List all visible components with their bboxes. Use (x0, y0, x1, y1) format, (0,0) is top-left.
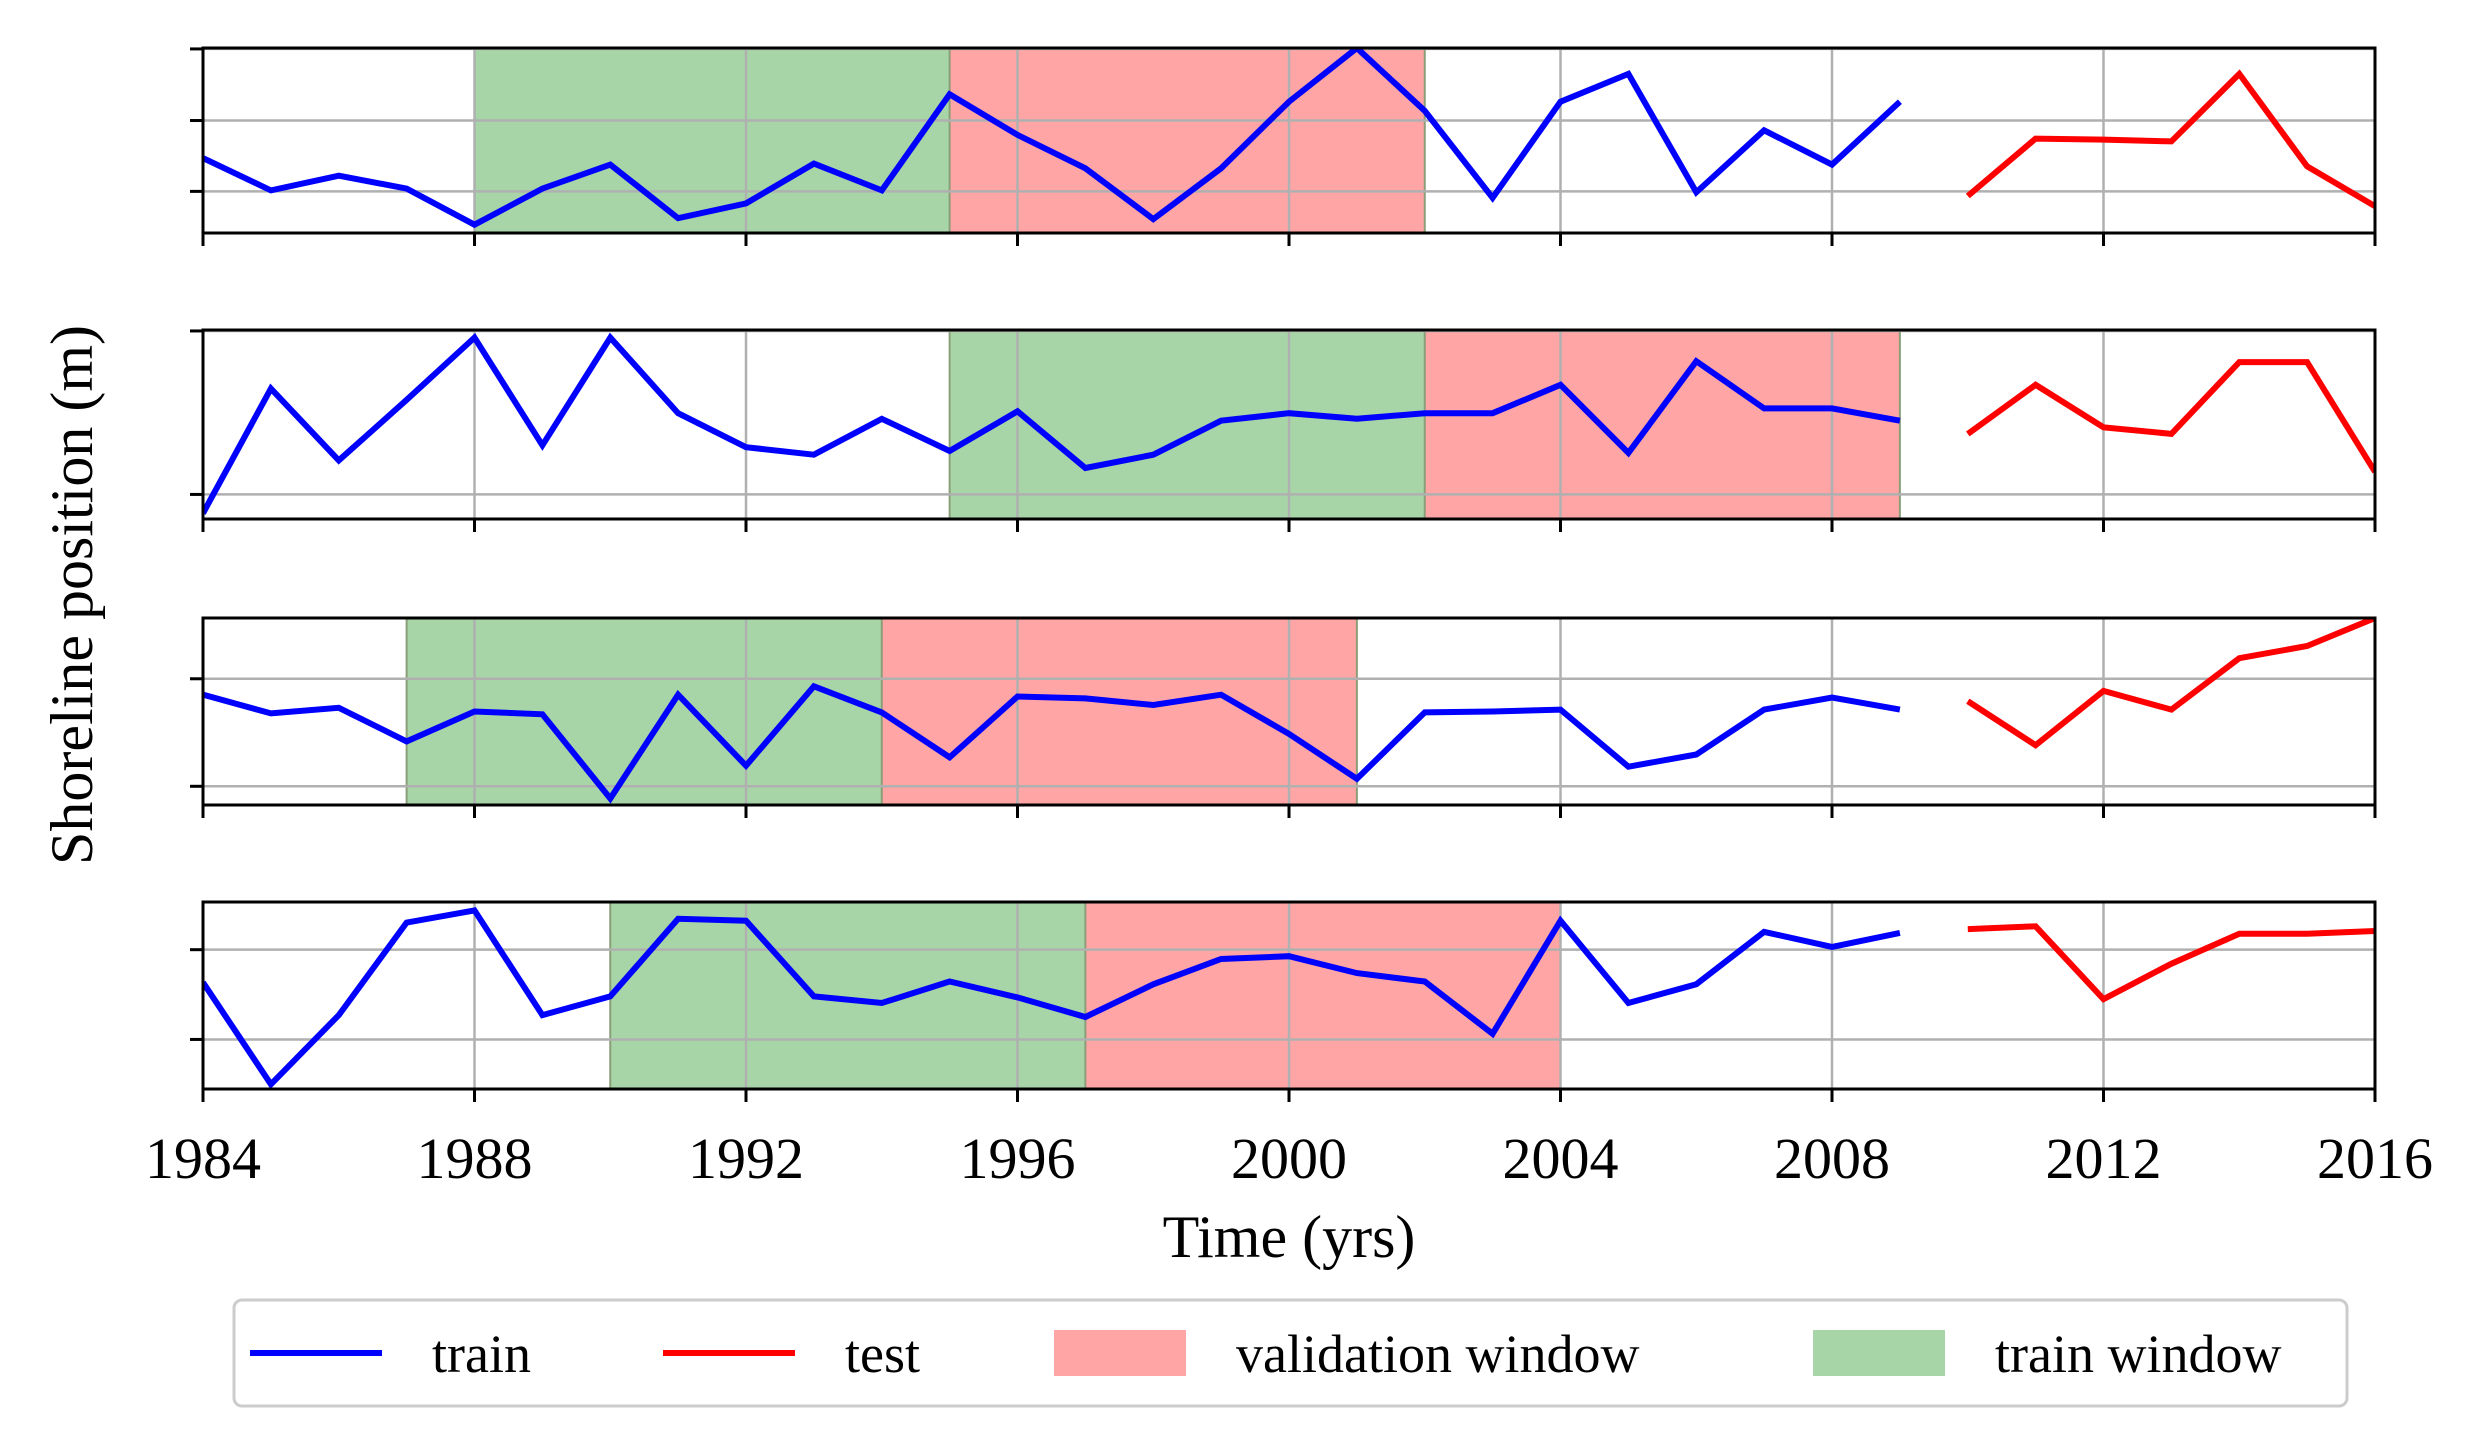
legend-validation-window-label: validation window (1236, 1324, 1639, 1384)
x-tick-label: 2008 (1774, 1126, 1890, 1191)
legend-frame (232, 1298, 2349, 1408)
train-series-line (203, 332, 1901, 515)
x-tick-label: 2004 (1503, 1126, 1619, 1191)
validation-window-band (881, 618, 1357, 805)
x-tick-label: 1984 (145, 1126, 261, 1191)
test-series-line (1967, 923, 2375, 1003)
x-tick-label: 2000 (1231, 1126, 1347, 1191)
validation-window-band (1424, 330, 1900, 519)
legend-train-window-label: train window (1995, 1324, 2281, 1384)
panel-2 (190, 328, 2377, 532)
x-tick-label: 2016 (2317, 1126, 2433, 1191)
legend-train-label: train (432, 1324, 531, 1384)
train-window-band (474, 48, 950, 233)
x-tick-label: 1988 (417, 1126, 533, 1191)
validation-window-band (1085, 902, 1561, 1089)
x-tick-label: 1992 (688, 1126, 804, 1191)
validation-window-band (949, 48, 1425, 233)
panel-4 (190, 900, 2377, 1102)
x-axis-label: Time (yrs) (1163, 1204, 1416, 1270)
legend-test-label: test (845, 1324, 920, 1384)
legend: train test validation window train window (232, 1298, 2349, 1408)
train-window-band (949, 330, 1425, 519)
y-axis-label: Shoreline position (m) (39, 325, 105, 865)
test-series-line (1966, 618, 2375, 749)
train-series-line (203, 907, 1901, 1089)
x-tick-label: 1996 (960, 1126, 1076, 1191)
train-series-line (203, 682, 1901, 804)
panels (190, 46, 2377, 1102)
panel-1 (190, 46, 2377, 246)
test-series-line (1966, 359, 2375, 474)
legend-train-window-swatch (1813, 1330, 1945, 1376)
panel-3 (190, 616, 2377, 818)
legend-validation-window-swatch (1054, 1330, 1186, 1376)
test-series-line (1965, 69, 2375, 209)
train-series-line (203, 48, 1902, 229)
x-tick-labels: 1984 1988 1992 1996 2000 2004 2008 2012 2016 (145, 1126, 2433, 1191)
x-tick-label: 2012 (2046, 1126, 2162, 1191)
